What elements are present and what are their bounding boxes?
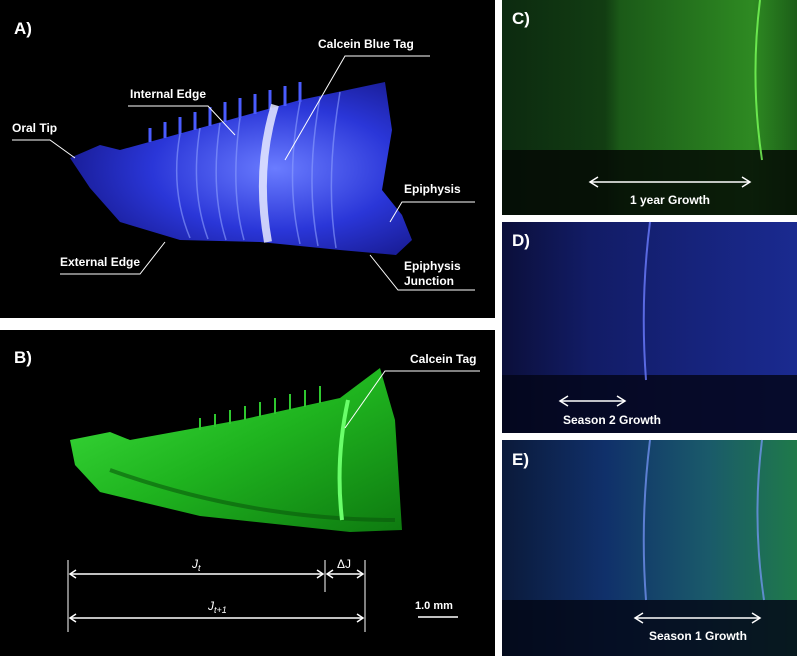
growth-arrow	[588, 176, 752, 188]
growth-arrow	[633, 612, 762, 624]
measure-label: Jt+1	[207, 599, 227, 615]
annotation: Calcein Blue Tag	[318, 37, 414, 51]
panel-e: E) Season 1 Growth	[502, 439, 797, 656]
panel-c: C) 1 year Growth	[502, 0, 797, 215]
annotation: Epiphysis	[404, 182, 461, 196]
measure-symbol: J	[207, 599, 215, 613]
annotation: Internal Edge	[130, 87, 206, 101]
jaw	[70, 368, 402, 532]
calcein-mark	[642, 221, 651, 381]
background-strip	[502, 600, 797, 656]
background-strip	[502, 375, 797, 433]
measure-subscript: t+1	[214, 605, 227, 615]
scale-bar-label: 1.0 mm	[415, 600, 453, 612]
panel-a: A) Oral Tip Internal Edge Calcein Blue T…	[0, 0, 495, 318]
leader-line	[344, 370, 480, 429]
jaw	[70, 82, 412, 255]
annotation: Oral Tip	[12, 121, 57, 135]
measure-label: ΔJ	[337, 557, 351, 571]
leader-line	[12, 139, 76, 159]
leader-line	[389, 201, 475, 223]
annotation: External Edge	[60, 255, 140, 269]
panel-label: B)	[14, 348, 32, 367]
panel-label: D)	[512, 231, 530, 250]
caption: 1 year Growth	[630, 193, 710, 207]
calcein-mark	[337, 399, 350, 521]
caption: Season 1 Growth	[649, 629, 747, 643]
calcein-mark	[642, 439, 765, 601]
measure-arrows	[68, 569, 458, 623]
edge-shade	[109, 468, 396, 522]
measure-subscript: t	[198, 563, 201, 573]
annotation: Epiphysis	[404, 259, 461, 273]
panel-b: B) Calcein Tag Jt ΔJ Jt+1 1.0 mm	[0, 330, 495, 656]
teeth	[199, 386, 321, 430]
leader-line	[284, 55, 430, 161]
annotation: Junction	[404, 274, 454, 288]
annotation: Calcein Tag	[410, 352, 476, 366]
growth-bands	[175, 91, 341, 249]
leader-line	[369, 254, 475, 291]
caption: Season 2 Growth	[563, 413, 661, 427]
teeth	[148, 82, 302, 142]
calcein-mark	[258, 103, 279, 243]
panel-label: C)	[512, 9, 530, 28]
leader-line	[128, 105, 236, 136]
panel-d: D) Season 2 Growth	[502, 221, 797, 433]
measure-label: Jt	[191, 557, 201, 573]
panel-label: A)	[14, 19, 32, 38]
measure-ticks	[67, 560, 366, 632]
growth-arrow	[558, 395, 627, 407]
measure-symbol: J	[191, 557, 199, 571]
panel-label: E)	[512, 450, 529, 469]
leader-line	[60, 241, 166, 275]
calcein-mark	[754, 0, 763, 161]
